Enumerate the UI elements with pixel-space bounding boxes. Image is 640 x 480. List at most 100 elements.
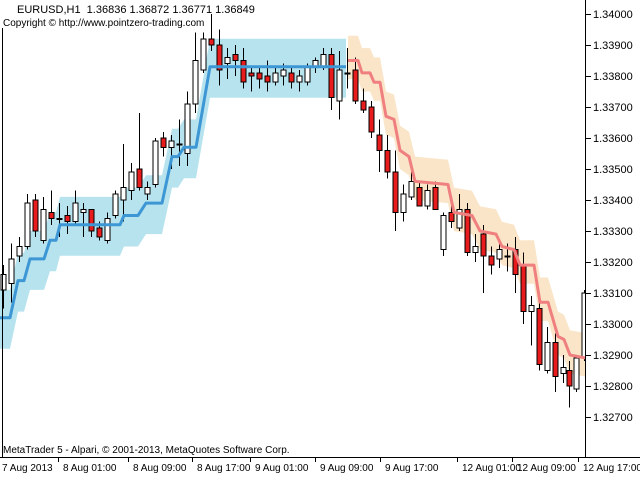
bear-candle-body <box>360 100 367 111</box>
bull-candle-body <box>496 249 503 260</box>
bear-candle-body <box>520 264 527 313</box>
price-axis-label: 1.33500 <box>593 164 633 176</box>
bull-candle-body <box>400 193 407 213</box>
price-axis-label: 1.33600 <box>593 133 633 145</box>
bull-candle-body <box>224 56 231 65</box>
bull-candle-body <box>344 72 351 75</box>
downtrend-band <box>348 35 585 377</box>
time-axis-label: 8 Aug 09:00 <box>133 463 187 474</box>
bull-candle-body <box>80 208 87 213</box>
bear-candle-body <box>48 211 55 220</box>
bear-candle-body <box>416 187 423 207</box>
bull-candle-body <box>112 193 119 217</box>
axis-lines <box>0 0 640 458</box>
quote-header: EURUSD,H1 1.36836 1.36872 1.36771 1.3684… <box>17 4 255 16</box>
bull-candle-body <box>304 66 311 83</box>
time-axis-label: 9 Aug 17:00 <box>385 463 439 474</box>
bull-candle-body <box>336 69 343 102</box>
time-axis-label: 12 Aug 09:00 <box>517 463 576 474</box>
bull-candle-body <box>144 187 151 195</box>
bear-candle-body <box>432 187 439 210</box>
price-axis-label: 1.32700 <box>593 412 633 424</box>
bull-candle-body <box>296 75 303 83</box>
supertrend-down-line <box>348 59 585 360</box>
bear-candle-body <box>64 215 71 223</box>
bull-candle-body <box>320 53 327 68</box>
bear-candle-body <box>32 199 39 232</box>
bull-candle-body <box>192 60 199 105</box>
time-axis-label: 9 Aug 01:00 <box>255 463 309 474</box>
bear-candle-body <box>376 134 383 151</box>
bear-candle-body <box>216 44 223 71</box>
bear-candle-body <box>328 53 335 99</box>
price-axis-label: 1.34000 <box>593 9 633 21</box>
bull-candle-body <box>176 143 183 146</box>
bull-candle-body <box>152 140 159 186</box>
bull-candle-body <box>408 180 415 198</box>
bull-candle-body <box>504 255 511 258</box>
supertrend-bands-layer <box>0 35 585 377</box>
bear-candle-body <box>448 211 455 223</box>
bull-candle-body <box>72 202 79 223</box>
time-axis-label: 8 Aug 01:00 <box>63 463 117 474</box>
price-axis-label: 1.33200 <box>593 257 633 269</box>
price-axis-label: 1.32800 <box>593 381 633 393</box>
price-axis-label: 1.33300 <box>593 226 633 238</box>
bear-candle-body <box>552 342 559 378</box>
price-axis-label: 1.33700 <box>593 102 633 114</box>
bull-candle-body <box>120 187 127 201</box>
uptrend-band <box>0 38 346 349</box>
bear-candle-body <box>96 227 103 238</box>
supertrend-lines-layer <box>0 59 585 360</box>
bull-candle-body <box>528 304 535 313</box>
bull-candle-body <box>472 246 479 254</box>
bull-candle-body <box>104 218 111 241</box>
time-axis-label: 12 Aug 01:00 <box>462 463 521 474</box>
bull-candle-body <box>16 246 23 257</box>
bear-candle-body <box>392 171 399 213</box>
bear-candle-body <box>160 137 167 148</box>
bear-candle-body <box>136 168 143 189</box>
bull-candle-body <box>200 38 207 71</box>
bear-candle-body <box>368 106 375 133</box>
bull-candle-body <box>8 258 15 285</box>
bull-candle-body <box>573 357 580 390</box>
time-axis-label: 12 Aug 17:00 <box>583 463 640 474</box>
bear-candle-body <box>288 72 295 83</box>
bear-candle-body <box>566 370 573 387</box>
bear-candle-body <box>264 75 271 83</box>
bull-candle-body <box>24 202 31 248</box>
bear-candle-body <box>208 38 215 46</box>
candles-layer <box>0 14 585 408</box>
price-axis-label: 1.33400 <box>593 195 633 207</box>
bull-candle-body <box>440 215 447 251</box>
bear-candle-body <box>464 208 471 254</box>
bear-candle-body <box>488 255 495 266</box>
bear-candle-body <box>248 72 255 77</box>
price-axis-label: 1.33000 <box>593 319 633 331</box>
bull-candle-body <box>560 366 567 375</box>
bull-candle-body <box>0 273 7 291</box>
bull-candle-body <box>128 171 135 192</box>
time-axis-label: 9 Aug 09:00 <box>320 463 374 474</box>
bear-candle-body <box>256 72 263 80</box>
bull-candle-body <box>280 69 287 77</box>
bear-candle-body <box>240 60 247 83</box>
bull-candle-body <box>581 292 585 359</box>
time-axis-label: 8 Aug 17:00 <box>197 463 251 474</box>
bull-candle-body <box>272 72 279 83</box>
bear-candle-body <box>232 53 239 61</box>
bull-candle-body <box>40 208 47 241</box>
price-axis-label: 1.33900 <box>593 40 633 52</box>
bear-candle-body <box>536 308 543 365</box>
bear-candle-body <box>384 149 391 173</box>
bull-candle-body <box>456 208 463 229</box>
time-axis-label: 7 Aug 2013 <box>2 463 53 474</box>
price-axis-label: 1.33800 <box>593 71 633 83</box>
bear-candle-body <box>352 69 359 102</box>
bull-candle-body <box>184 103 191 154</box>
bull-candle-body <box>544 342 551 372</box>
